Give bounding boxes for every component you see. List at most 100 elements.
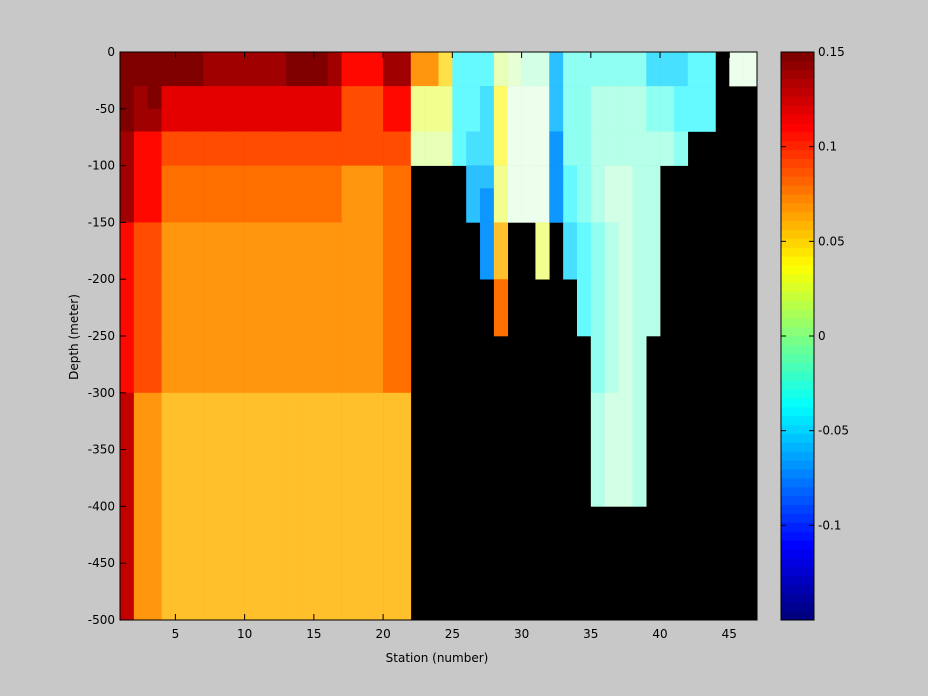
heatmap-cell bbox=[369, 165, 384, 189]
heatmap-cell bbox=[175, 336, 190, 394]
heatmap-cell bbox=[493, 131, 509, 166]
heatmap-cell bbox=[618, 52, 633, 64]
heatmap-cell bbox=[147, 222, 162, 280]
heatmap-cell bbox=[216, 63, 232, 87]
heatmap-cell bbox=[341, 131, 356, 166]
colorbar-segment bbox=[781, 407, 814, 417]
heatmap-cell bbox=[549, 165, 564, 189]
heatmap-cell bbox=[563, 131, 578, 166]
heatmap-cell bbox=[355, 165, 370, 189]
heatmap-cell bbox=[438, 86, 453, 110]
heatmap-cell bbox=[133, 222, 148, 280]
y-tick-label: -250 bbox=[88, 329, 115, 343]
colorbar-segment bbox=[781, 362, 814, 372]
heatmap-cell bbox=[480, 165, 495, 189]
heatmap-cell bbox=[286, 86, 301, 110]
colorbar-segment bbox=[781, 557, 814, 568]
heatmap-cell bbox=[216, 165, 232, 189]
heatmap-cell bbox=[646, 52, 661, 64]
heatmap-cell bbox=[161, 86, 176, 110]
heatmap-cell bbox=[549, 108, 564, 132]
heatmap-cell bbox=[286, 222, 301, 280]
colorbar-segment bbox=[781, 265, 814, 275]
heatmap-cell bbox=[161, 63, 176, 87]
colorbar: 0.15 0.1 0.05 0 -0.05 -0.1 bbox=[780, 45, 849, 621]
heatmap-cell bbox=[383, 63, 398, 87]
heatmap-cell bbox=[396, 52, 412, 64]
heatmap-cell bbox=[618, 222, 633, 280]
colorbar-segment bbox=[781, 291, 814, 301]
heatmap-cell bbox=[147, 188, 162, 223]
heatmap-cell bbox=[258, 131, 273, 166]
colorbar-segment bbox=[781, 584, 814, 594]
y-tick-label: -400 bbox=[88, 499, 115, 513]
heatmap-cell bbox=[203, 222, 218, 280]
heatmap-cell bbox=[244, 86, 259, 110]
heatmap-cell bbox=[452, 131, 467, 166]
colorbar-segment bbox=[781, 185, 814, 195]
heatmap-cell bbox=[383, 279, 398, 337]
heatmap-cell bbox=[272, 108, 287, 132]
y-tick-label: -150 bbox=[88, 215, 115, 229]
heatmap-cell bbox=[258, 279, 273, 337]
heatmap-cell bbox=[189, 52, 204, 64]
heatmap-cell bbox=[424, 52, 439, 64]
heatmap-cell bbox=[161, 188, 176, 223]
heatmap-cell bbox=[590, 86, 605, 110]
heatmap-cell bbox=[341, 279, 356, 337]
heatmap-cell bbox=[189, 108, 204, 132]
colorbar-segment bbox=[781, 513, 814, 523]
heatmap-cell bbox=[300, 63, 315, 87]
heatmap-cell bbox=[438, 131, 453, 166]
colorbar-segment bbox=[781, 256, 814, 266]
heatmap-cell bbox=[549, 63, 564, 87]
heatmap-cell bbox=[313, 392, 329, 507]
heatmap-cell bbox=[147, 63, 162, 87]
heatmap-cell bbox=[507, 188, 522, 223]
heatmap-cell bbox=[327, 165, 342, 189]
colorbar-segment bbox=[781, 398, 814, 408]
heatmap-cell bbox=[203, 131, 218, 166]
heatmap-cell bbox=[175, 52, 190, 64]
heatmap-cell bbox=[383, 336, 398, 394]
colorbar-segment bbox=[781, 593, 814, 603]
heatmap-cell bbox=[133, 86, 148, 110]
colorbar-segment bbox=[781, 424, 814, 435]
heatmap-cell bbox=[300, 392, 315, 507]
heatmap-cell bbox=[383, 506, 398, 621]
heatmap-cell bbox=[480, 222, 495, 280]
heatmap-cell bbox=[313, 188, 329, 223]
heatmap-cell bbox=[410, 63, 425, 87]
colorbar-segment bbox=[781, 60, 814, 71]
heatmap-cell bbox=[410, 131, 425, 166]
heatmap-cell bbox=[466, 165, 481, 189]
colorbar-segment bbox=[781, 194, 814, 204]
heatmap-cell bbox=[161, 108, 176, 132]
heatmap-cell bbox=[258, 188, 273, 223]
heatmap-cell bbox=[480, 63, 495, 87]
heatmap-cell bbox=[396, 392, 412, 507]
heatmap-cell bbox=[300, 108, 315, 132]
colorbar-segment bbox=[781, 566, 814, 577]
heatmap-cell bbox=[355, 108, 370, 132]
heatmap-cell bbox=[258, 222, 273, 280]
heatmap-cell bbox=[383, 52, 398, 64]
heatmap-cell bbox=[175, 188, 190, 223]
heatmap-cell bbox=[590, 165, 605, 189]
heatmap-cell bbox=[244, 336, 259, 394]
heatmap-cell bbox=[286, 108, 301, 132]
heatmap-cell bbox=[341, 188, 356, 223]
heatmap-cell bbox=[438, 52, 453, 64]
heatmap-cell bbox=[576, 86, 592, 110]
heatmap-cell bbox=[480, 86, 495, 110]
colorbar-tick-label: 0.15 bbox=[818, 45, 845, 59]
heatmap-cell bbox=[521, 108, 536, 132]
heatmap-cell bbox=[618, 392, 633, 507]
heatmap-cell bbox=[701, 52, 716, 64]
heatmap-cell bbox=[133, 52, 148, 64]
x-tick-label: 35 bbox=[583, 627, 598, 641]
colorbar-segment bbox=[781, 602, 814, 612]
heatmap-cell bbox=[216, 108, 232, 132]
heatmap-cell bbox=[673, 86, 689, 110]
heatmap-cell bbox=[258, 108, 273, 132]
